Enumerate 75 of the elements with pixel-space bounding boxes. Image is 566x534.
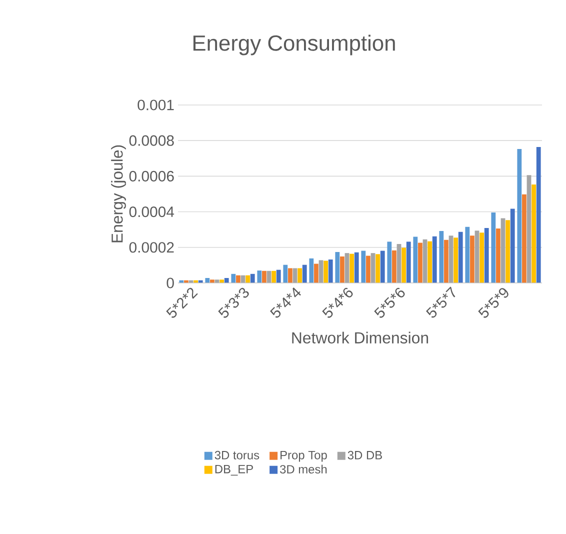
bar — [517, 148, 522, 283]
bar — [532, 184, 536, 283]
legend-label: 3D DB — [348, 450, 382, 460]
bar — [335, 252, 340, 283]
bar — [370, 253, 376, 283]
bar — [480, 232, 484, 283]
bar — [465, 226, 470, 283]
bar — [506, 220, 510, 283]
bar — [210, 280, 214, 283]
bar — [418, 242, 422, 283]
bar — [354, 252, 359, 283]
bar — [250, 274, 255, 283]
bar — [246, 275, 250, 283]
bar — [432, 236, 437, 283]
bar — [428, 241, 432, 283]
bar — [272, 270, 276, 283]
bar — [413, 236, 418, 283]
bar — [236, 275, 240, 283]
bar — [536, 146, 541, 283]
legend-label: 3D torus — [214, 450, 260, 460]
legend-label: 3D mesh — [280, 464, 327, 474]
bar — [500, 218, 506, 283]
y-axis-title: Energy (joule) — [111, 145, 126, 242]
bar — [224, 278, 229, 283]
bar — [491, 212, 496, 283]
bar — [231, 274, 236, 283]
bar — [257, 270, 262, 283]
bar — [470, 236, 474, 283]
bar — [205, 278, 210, 283]
bar — [283, 264, 288, 283]
bar — [376, 254, 380, 283]
y-tick-label: 0.0006 — [129, 170, 174, 182]
y-tick-label: 0.0008 — [129, 135, 174, 146]
bar — [444, 240, 448, 283]
bar — [318, 260, 324, 283]
bar — [340, 256, 344, 283]
bar — [392, 250, 396, 283]
bar — [328, 259, 333, 283]
bar — [288, 268, 292, 283]
y-tick-label: 0.0002 — [129, 242, 174, 253]
bar — [474, 230, 480, 283]
bar — [350, 254, 354, 283]
y-tick-label: 0 — [166, 278, 174, 288]
bar — [387, 242, 392, 283]
bar — [422, 239, 428, 283]
bar — [361, 250, 366, 283]
legend-label: DB_EP — [215, 464, 253, 476]
bar — [366, 256, 370, 283]
bar — [522, 194, 526, 283]
bar — [324, 260, 328, 283]
chart-title: Energy Consumption — [193, 34, 395, 56]
bar — [380, 250, 385, 283]
bar — [402, 248, 406, 283]
bar — [526, 175, 532, 283]
bar — [314, 264, 318, 283]
bar — [220, 280, 224, 283]
bar — [262, 270, 266, 283]
bar — [484, 228, 489, 283]
bar — [309, 258, 314, 283]
bar — [448, 236, 454, 283]
bar — [396, 244, 402, 283]
legend-label: Prop Top — [280, 451, 327, 462]
bar — [510, 208, 515, 283]
bar — [276, 270, 281, 283]
bar — [496, 228, 500, 283]
bar — [439, 231, 444, 283]
y-tick-label: 0.001 — [138, 100, 174, 110]
bar — [458, 232, 463, 283]
bar — [454, 238, 458, 283]
bar — [344, 253, 350, 283]
bar — [406, 242, 411, 283]
x-axis-title: Network Dimension — [292, 332, 428, 344]
bar — [302, 264, 307, 283]
bar — [298, 268, 302, 283]
y-tick-label: 0.0004 — [129, 206, 174, 218]
